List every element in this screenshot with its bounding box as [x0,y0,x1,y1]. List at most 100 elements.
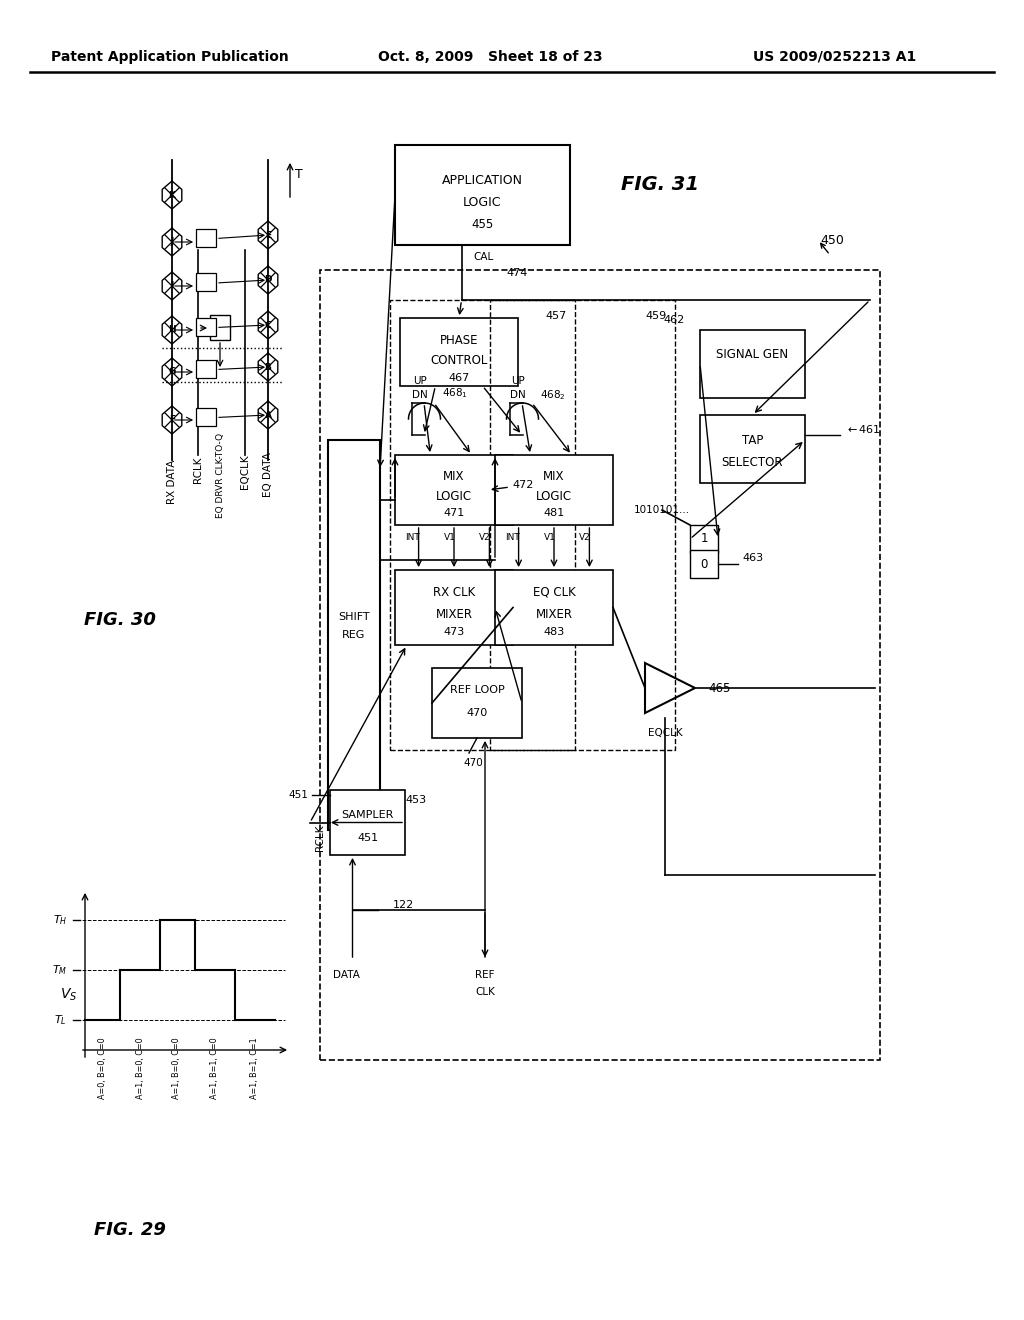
Text: 1010101...: 1010101... [634,506,690,515]
Bar [432,668,522,738]
Text: A=1, B=1, C=1: A=1, B=1, C=1 [251,1038,259,1098]
Text: A: A [264,411,271,420]
Bar [210,315,230,341]
Text: 122: 122 [392,900,414,909]
Text: I: I [170,281,174,290]
Text: 473: 473 [443,627,465,638]
Text: 465: 465 [708,681,730,694]
Text: RX DATA: RX DATA [167,459,177,504]
Text: 450: 450 [820,234,844,247]
Text: 462: 462 [664,315,685,325]
Text: $T_L$: $T_L$ [54,1014,67,1027]
Text: D: D [264,276,271,285]
Bar [330,789,406,855]
Text: FIG. 31: FIG. 31 [621,176,699,194]
Text: 470: 470 [463,758,482,768]
Text: REG: REG [342,630,366,640]
Text: C: C [264,321,271,330]
Bar [700,330,805,399]
Text: SAMPLER: SAMPLER [341,810,393,820]
Text: INT: INT [506,532,520,541]
Bar [196,228,216,247]
Text: MIXER: MIXER [435,609,472,622]
Text: CLK: CLK [475,987,495,997]
Text: H: H [168,326,176,334]
Text: V2: V2 [580,532,591,541]
Text: CAL: CAL [473,252,494,261]
Text: V1: V1 [444,532,456,541]
Text: RCLK: RCLK [193,457,203,483]
Text: $T_M$: $T_M$ [52,964,67,977]
Text: REF: REF [475,970,495,979]
Text: CONTROL: CONTROL [430,355,487,367]
Bar [395,455,513,525]
Text: 483: 483 [544,627,564,638]
Text: MIX: MIX [443,470,465,483]
Text: K: K [169,190,175,199]
Text: LOGIC: LOGIC [463,197,502,210]
Text: 470: 470 [466,708,487,718]
Text: LOGIC: LOGIC [436,491,472,503]
Text: 457: 457 [546,312,567,321]
Bar [319,271,880,1060]
Text: 463: 463 [742,553,763,564]
Text: V2: V2 [479,532,490,541]
Text: A=0, B=0, C=0: A=0, B=0, C=0 [97,1038,106,1098]
Bar [196,273,216,290]
Bar [495,570,613,645]
Bar [495,455,613,525]
Bar [196,318,216,335]
Bar [395,145,570,246]
Text: REF LOOP: REF LOOP [450,685,505,696]
Text: B: B [264,363,271,371]
Text: $V_S$: $V_S$ [60,987,78,1003]
Text: $T_H$: $T_H$ [52,913,67,927]
Text: $\leftarrow$461: $\leftarrow$461 [845,422,881,436]
Bar [196,359,216,378]
Bar [690,525,718,553]
Text: 453: 453 [406,795,426,805]
Bar [395,570,513,645]
Text: SELECTOR: SELECTOR [722,457,783,470]
Text: MIXER: MIXER [536,609,572,622]
Text: 1: 1 [700,532,708,545]
Bar [700,414,805,483]
Text: T: T [295,169,303,181]
Text: 467: 467 [449,374,470,383]
Text: J: J [170,238,174,247]
Text: Oct. 8, 2009   Sheet 18 of 23: Oct. 8, 2009 Sheet 18 of 23 [378,50,602,63]
Bar [328,440,380,830]
Bar [196,408,216,425]
Text: EQCLK: EQCLK [240,454,250,490]
Text: F: F [169,416,175,425]
Text: 455: 455 [471,219,494,231]
Text: 481: 481 [544,508,564,517]
Text: APPLICATION: APPLICATION [442,173,523,186]
Bar [690,550,718,578]
Text: 472: 472 [512,480,534,490]
Text: G: G [168,367,176,376]
Text: Patent Application Publication: Patent Application Publication [51,50,289,63]
Text: DATA: DATA [333,970,359,979]
Text: V1: V1 [544,532,556,541]
Text: RCLK: RCLK [315,824,325,851]
Text: DN: DN [412,389,428,400]
Text: SHIFT: SHIFT [338,612,370,622]
Text: 474: 474 [507,268,528,279]
Text: UP: UP [511,376,525,385]
Text: 451: 451 [357,833,378,843]
Text: RX CLK: RX CLK [433,586,475,598]
Text: FIG. 30: FIG. 30 [84,611,156,630]
Text: $468_1$: $468_1$ [442,385,468,400]
Text: FIG. 29: FIG. 29 [94,1221,166,1239]
Text: UP: UP [413,376,427,385]
Bar [490,300,675,750]
Text: A=1, B=0, C=0: A=1, B=0, C=0 [135,1038,144,1098]
Text: DN: DN [510,389,526,400]
Text: PHASE: PHASE [439,334,478,346]
Text: LOGIC: LOGIC [536,491,572,503]
Text: EQ DATA: EQ DATA [263,453,273,498]
Text: EQCLK: EQCLK [648,729,682,738]
Text: 451: 451 [288,789,308,800]
Text: TAP: TAP [741,433,763,446]
